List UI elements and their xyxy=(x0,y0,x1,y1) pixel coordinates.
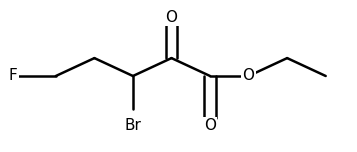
Text: Br: Br xyxy=(125,118,141,133)
Text: O: O xyxy=(166,10,177,25)
Text: F: F xyxy=(9,69,17,83)
Text: O: O xyxy=(204,118,216,133)
Text: O: O xyxy=(243,69,255,83)
